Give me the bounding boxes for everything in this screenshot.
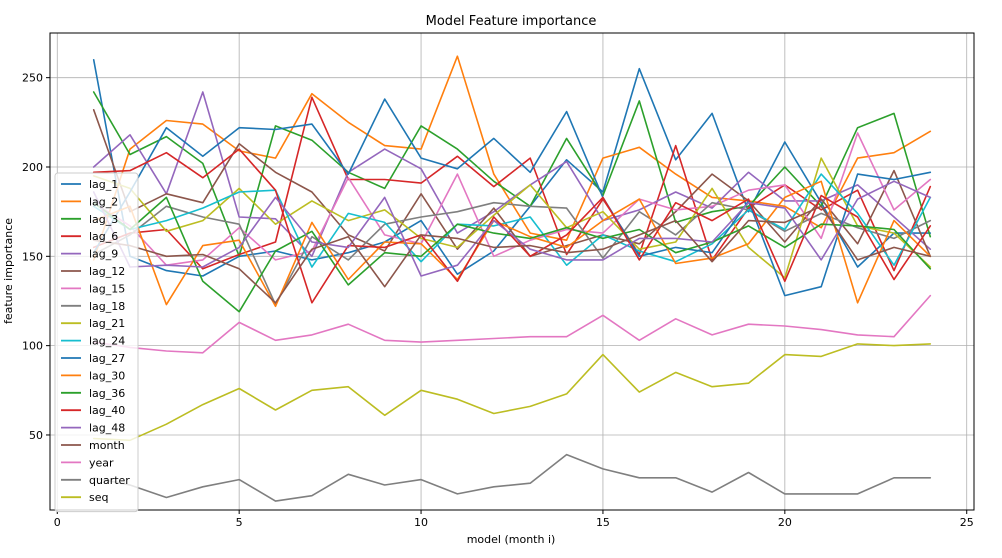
plot-frame	[49, 32, 975, 511]
legend-label: lag_36	[89, 387, 125, 400]
x-axis-ticks: 0 5 10 15 20 25	[54, 510, 974, 529]
legend-label: month	[89, 439, 125, 452]
series-line-month	[92, 205, 932, 304]
series-line-lag-27	[92, 98, 932, 297]
legend-label: lag_21	[89, 317, 125, 330]
x-tick-label: 20	[778, 516, 792, 529]
legend-label: lag_27	[89, 352, 125, 365]
series-line-seq	[92, 343, 932, 442]
grid-lines	[50, 33, 974, 510]
series-line-lag-9	[92, 91, 932, 258]
series-line-lag-18	[92, 201, 932, 306]
legend-label: lag_24	[89, 335, 125, 348]
series-line-lag-40	[92, 148, 932, 304]
legend-label: lag_48	[89, 422, 125, 435]
series-line-lag-21	[92, 157, 932, 279]
legend-label: lag_15	[89, 282, 125, 295]
y-tick-label: 200	[22, 161, 43, 174]
x-tick-label: 0	[54, 516, 61, 529]
x-tick-label: 25	[960, 516, 974, 529]
legend: lag_1 lag_2 lag_3 lag_6 lag_9 lag_12 lag_15lag…	[54, 172, 139, 513]
legend-label: lag_18	[89, 300, 125, 313]
legend-label: lag_9	[89, 248, 118, 261]
series-line-lag-30	[92, 180, 932, 308]
x-tick-label: 15	[596, 516, 610, 529]
legend-label: lag_12	[89, 265, 125, 278]
legend-label: lag_30	[89, 369, 125, 382]
y-tick-label: 250	[22, 72, 43, 85]
series-line-lag-48	[92, 180, 932, 277]
series-lines	[92, 55, 932, 502]
chart-title: Model Feature importance	[426, 14, 597, 29]
series-line-lag-15	[92, 132, 932, 267]
x-tick-label: 5	[236, 516, 243, 529]
y-axis-label: feature importance	[2, 218, 15, 324]
legend-label: lag_6	[89, 230, 118, 243]
series-line-lag-2	[92, 55, 932, 261]
x-axis-label: model (month i)	[467, 533, 556, 546]
x-tick-label: 10	[414, 516, 428, 529]
y-tick-label: 50	[29, 429, 43, 442]
legend-label: year	[89, 456, 114, 469]
y-axis-ticks: 50 100 150 200 250	[22, 72, 50, 442]
legend-label: lag_1	[89, 178, 118, 191]
series-line-lag-6	[92, 96, 932, 272]
legend-label: quarter	[89, 474, 130, 487]
y-tick-label: 100	[22, 340, 43, 353]
legend-label: lag_3	[89, 213, 118, 226]
legend-label: lag_40	[89, 404, 125, 417]
series-line-year	[92, 294, 932, 354]
legend-label: seq	[89, 491, 108, 504]
legend-label: lag_2	[89, 195, 118, 208]
y-tick-label: 150	[22, 250, 43, 263]
series-line-quarter	[92, 453, 932, 502]
